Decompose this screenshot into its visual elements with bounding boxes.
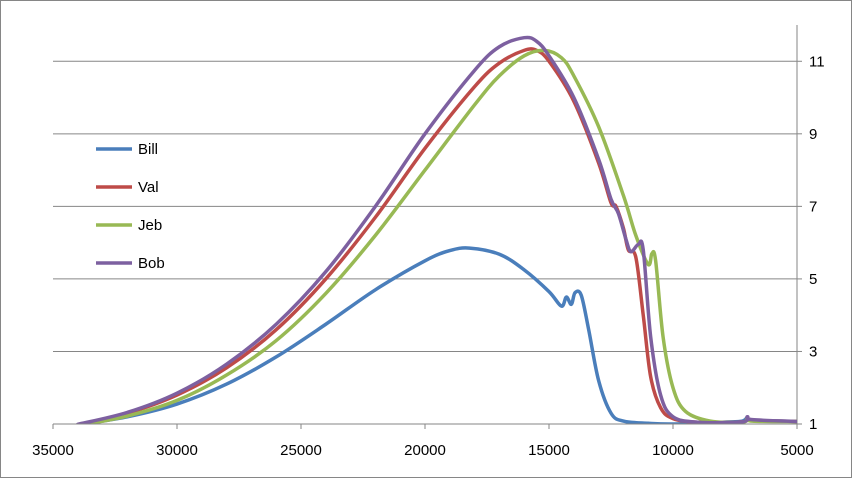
axes: 1 3 5 7 9 11 35000 30000 25000 20000 15000 10000 500… <box>32 25 825 459</box>
series-lines <box>76 35 797 424</box>
gridlines <box>53 60 797 352</box>
series-line-bill <box>76 246 797 424</box>
x-tick-label: 30000 <box>156 442 198 459</box>
x-tick-label: 10000 <box>652 442 694 459</box>
series-line-jeb <box>78 48 797 424</box>
legend-label-bill: Bill <box>138 141 158 158</box>
y-tick-label: 3 <box>809 343 817 360</box>
x-tick-label: 25000 <box>280 442 322 459</box>
legend-label-bob: Bob <box>138 255 165 272</box>
y-tick-label: 9 <box>809 126 817 143</box>
legend: Bill Val Jeb Bob <box>96 141 165 272</box>
y-tick-label: 11 <box>809 53 825 70</box>
x-tick-label: 15000 <box>528 442 570 459</box>
x-tick-label: 35000 <box>32 442 74 459</box>
series-line-bob <box>76 35 797 424</box>
y-tick-label: 5 <box>809 271 817 288</box>
legend-label-val: Val <box>138 179 159 196</box>
y-tick-label: 7 <box>809 198 817 215</box>
x-tick-label: 20000 <box>404 442 446 459</box>
x-tick-label: 5000 <box>780 442 813 459</box>
series-line-val <box>76 47 797 424</box>
y-tick-label: 1 <box>809 416 817 433</box>
legend-label-jeb: Jeb <box>138 217 162 234</box>
